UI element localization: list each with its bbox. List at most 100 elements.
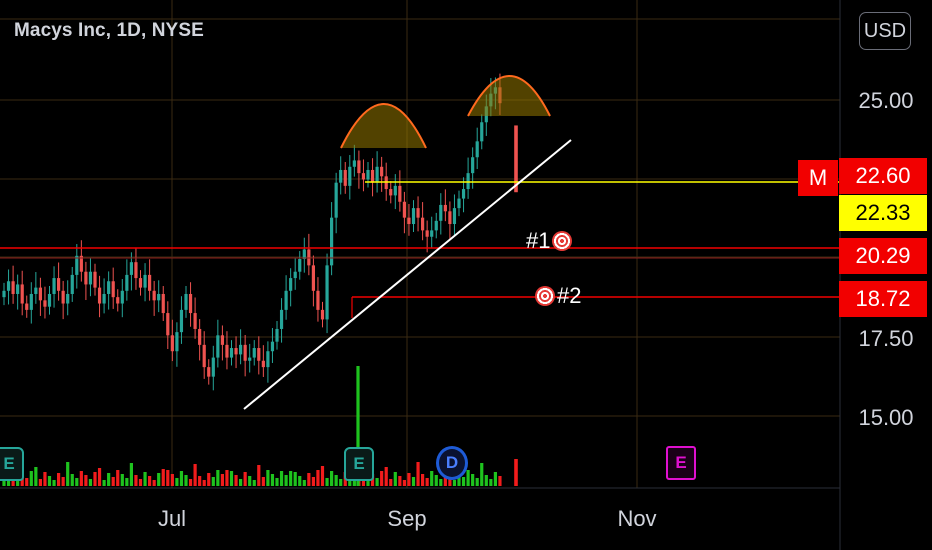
candlesticks (2, 73, 518, 391)
volume-bar (179, 471, 184, 486)
volume-bar (11, 477, 15, 486)
volume-bar (348, 476, 352, 486)
volume-bar (484, 475, 488, 486)
earnings-event-icon[interactable]: E (666, 446, 696, 480)
candle-body (434, 220, 438, 231)
candle-body (239, 344, 243, 355)
candle-body (175, 332, 179, 352)
earnings-event-icon[interactable]: E (0, 447, 24, 481)
volume-bar (152, 480, 156, 486)
volume-bar (111, 477, 115, 486)
volume-bar (166, 470, 170, 486)
volume-bar (102, 480, 106, 486)
volume-bar (116, 470, 120, 486)
volume-bar (248, 476, 252, 486)
volume-bar (143, 472, 147, 486)
target-2-label[interactable]: #2 (535, 283, 581, 309)
volume-bar (198, 476, 202, 486)
dividend-event-icon[interactable]: D (436, 446, 468, 480)
candle-body (220, 335, 224, 345)
arc-outline (467, 75, 551, 117)
volume-bar (393, 472, 397, 486)
candle-body (380, 166, 384, 177)
candle-body (148, 274, 152, 291)
price-tick: 17.50 (858, 326, 914, 351)
candle-body (289, 278, 293, 291)
volume-bar (398, 476, 402, 486)
price-level-tag[interactable]: 22.60 (839, 158, 927, 194)
volume-bar (261, 477, 265, 486)
volume-bar (120, 474, 124, 486)
candle-body (116, 297, 120, 304)
volume-bar (220, 474, 224, 486)
candle-body (411, 208, 416, 225)
volume-bar (193, 464, 197, 486)
candle-body (111, 281, 115, 298)
candle-body (252, 348, 256, 358)
candle-body (457, 198, 461, 209)
price-marker-badge[interactable]: M (798, 160, 838, 196)
volume-bar (443, 472, 447, 486)
target-2-text: #2 (557, 283, 582, 308)
candle-body (471, 157, 475, 174)
chart-grid (0, 0, 841, 550)
volume-bar (279, 471, 284, 486)
candle-body (311, 265, 315, 291)
candle-body (439, 204, 443, 221)
volume-bar (125, 478, 129, 486)
target-icon (535, 286, 555, 306)
volume-bar (421, 474, 425, 486)
volume-bar (70, 474, 74, 486)
volume-bar (330, 471, 334, 486)
price-level-tag[interactable]: 22.33 (839, 195, 927, 231)
candle-body (270, 341, 275, 352)
candle-body (202, 344, 206, 368)
volume-bar (320, 466, 325, 486)
candle-body (352, 160, 356, 167)
volume-bar (229, 471, 234, 486)
earnings-event-icon[interactable]: E (344, 447, 374, 481)
volume-bar (75, 478, 79, 486)
candle-body (2, 290, 6, 298)
volume-bar (52, 480, 56, 486)
price-level-tag[interactable]: 18.72 (839, 281, 927, 317)
volume-bar (311, 477, 315, 486)
price-level-tag[interactable]: 20.29 (839, 238, 927, 274)
candle-body (179, 309, 184, 333)
volume-bar (161, 469, 165, 486)
volume-bar (361, 477, 366, 486)
candle-body (38, 287, 42, 301)
target-1-text: #1 (526, 228, 551, 253)
candle-body (475, 141, 479, 158)
volume-bar (252, 480, 256, 486)
volume-bar (293, 472, 297, 486)
volume-bar (84, 475, 88, 486)
volume-bar (389, 479, 393, 486)
candle-body (84, 271, 88, 285)
candle-body (339, 169, 343, 183)
volume-bar (129, 463, 133, 486)
candle-body (302, 249, 306, 259)
volume-bar (148, 476, 152, 486)
volume-bar (257, 465, 261, 486)
volume-bar (34, 467, 38, 486)
currency-button[interactable]: USD (859, 12, 911, 50)
candle-body (57, 278, 61, 291)
target-1-label[interactable]: #1 (526, 228, 573, 254)
volume-bar (298, 476, 302, 486)
candle-body (334, 182, 338, 218)
candle-body (443, 204, 447, 212)
candle-body (161, 293, 165, 314)
volume-bar (475, 478, 479, 486)
trendline (243, 139, 572, 410)
candle-body (75, 255, 79, 275)
candle-body (307, 249, 311, 266)
volume-bar (325, 478, 329, 486)
candle-body (170, 335, 174, 352)
volume-bar (489, 479, 493, 486)
candle-body (225, 344, 229, 358)
volume-bar (402, 480, 406, 486)
candle-body (107, 281, 111, 294)
candle-body (188, 293, 193, 314)
candle-body (316, 290, 320, 310)
